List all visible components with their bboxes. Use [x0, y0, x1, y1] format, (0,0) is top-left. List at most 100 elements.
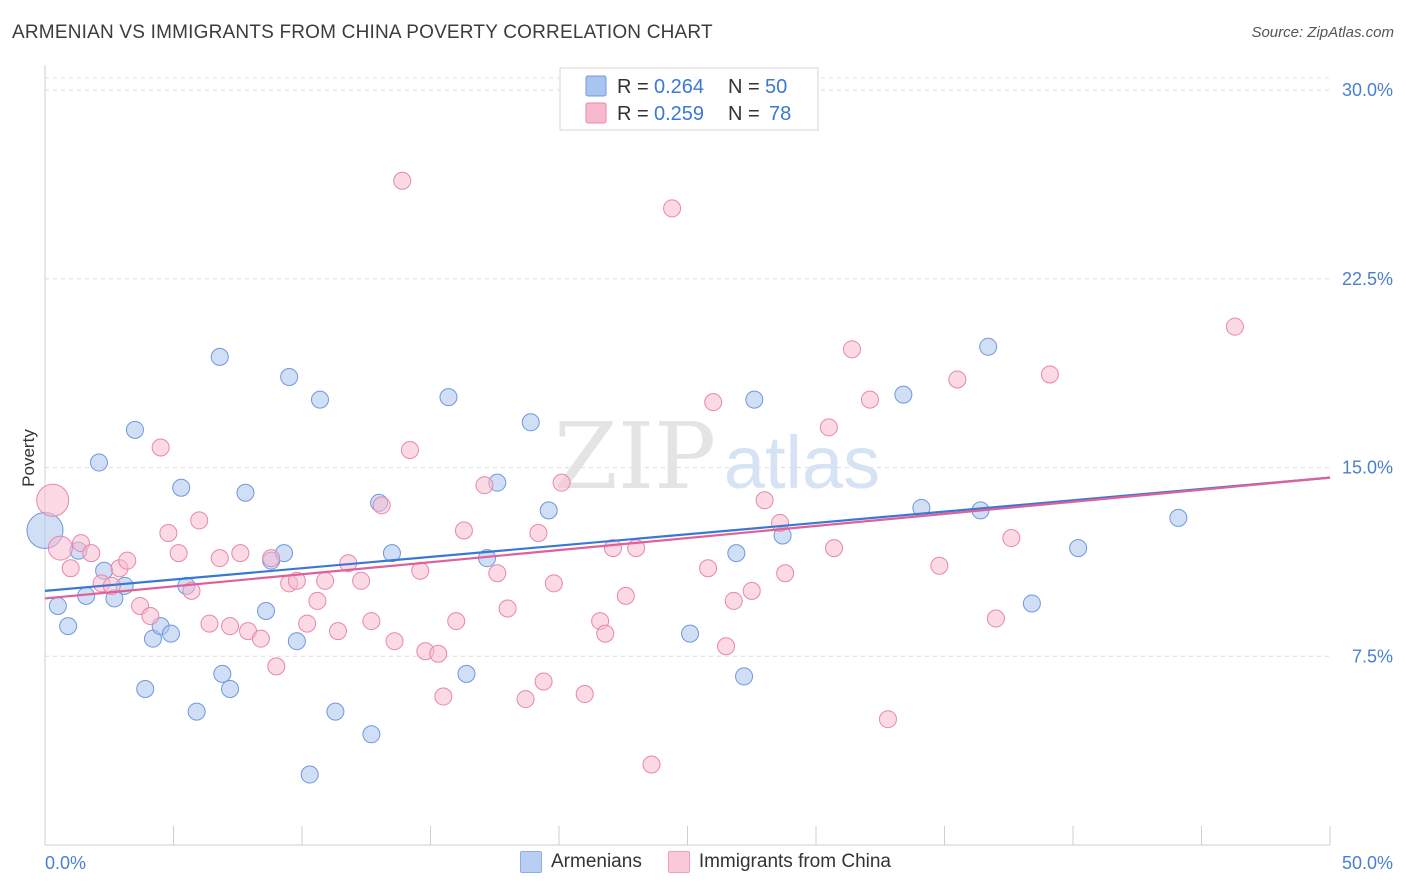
- armenians-point-36: [521, 413, 540, 432]
- legend-n-value-0: 50: [765, 76, 787, 98]
- china-point-17: [210, 549, 229, 568]
- y-tick-label-3: 30.0%: [1342, 80, 1393, 100]
- china-point-47: [529, 524, 548, 542]
- china-point-72: [930, 556, 949, 575]
- watermark: ZIP atlas: [554, 403, 880, 510]
- data-points: [26, 171, 1244, 784]
- watermark-zip: ZIP: [554, 403, 716, 510]
- armenians-point-33: [457, 664, 476, 683]
- china-point-74: [986, 609, 1005, 628]
- armenians-point-21: [257, 602, 276, 620]
- china-point-12: [159, 524, 178, 542]
- armenians-point-9: [125, 420, 144, 439]
- legend-r-label-1: R =: [617, 103, 649, 125]
- tick-labels: 7.5% 15.0% 22.5% 30.0% 0.0% 50.0%: [45, 80, 1393, 873]
- china-point-77: [1225, 317, 1244, 336]
- china-point-71: [878, 710, 897, 729]
- legend-swatch-china: [585, 102, 607, 124]
- china-point-2: [61, 559, 80, 578]
- legend-item-china: Immigrants from China: [667, 851, 891, 873]
- china-point-69: [842, 340, 861, 359]
- chart-title: ARMENIAN VS IMMIGRANTS FROM CHINA POVERT…: [12, 22, 713, 43]
- china-point-59: [699, 559, 718, 578]
- china-point-23: [267, 657, 286, 676]
- china-point-58: [663, 199, 682, 218]
- china-point-31: [352, 571, 371, 590]
- china-point-49: [544, 574, 563, 593]
- axes: [44, 65, 1331, 846]
- china-point-16: [200, 614, 219, 633]
- china-point-39: [429, 644, 448, 663]
- armenians-point-39: [727, 544, 746, 563]
- trend-lines: [44, 476, 1331, 600]
- china-point-44: [488, 564, 507, 583]
- armenians-point-38: [681, 624, 700, 643]
- china-point-64: [755, 491, 774, 510]
- armenians-point-2: [59, 617, 78, 636]
- china-point-36: [400, 440, 419, 459]
- armenians-point-37: [539, 501, 558, 520]
- china-point-46: [516, 690, 535, 709]
- legend-swatch-armenians: [585, 75, 607, 97]
- china-point-62: [724, 591, 743, 610]
- china-trend-line: [44, 476, 1331, 600]
- armenians-point-1: [48, 596, 67, 615]
- china-point-63: [742, 581, 761, 600]
- china-point-10: [141, 607, 160, 626]
- china-swatch: [667, 851, 690, 873]
- armenians-point-32: [439, 388, 458, 407]
- china-point-29: [328, 622, 347, 641]
- china-point-13: [169, 544, 188, 563]
- armenians-point-46: [979, 337, 998, 356]
- china-point-61: [717, 637, 736, 656]
- legend-n-label-1: N =: [728, 103, 760, 125]
- china-point-0: [36, 483, 70, 517]
- china-point-32: [362, 612, 381, 631]
- china-point-67: [819, 418, 838, 437]
- china-point-14: [182, 581, 201, 600]
- china-point-57: [642, 755, 661, 774]
- china-point-51: [575, 685, 594, 704]
- armenians-point-5: [89, 453, 108, 472]
- armenians-point-31: [382, 544, 401, 563]
- x-tick-label-0: 0.0%: [45, 853, 86, 873]
- armenians-point-26: [300, 765, 319, 784]
- armenians-point-13: [161, 624, 180, 643]
- legend-n-value-1: 78: [769, 103, 791, 125]
- armenians-point-16: [187, 702, 206, 721]
- china-point-42: [454, 521, 473, 540]
- legend-r-label-0: R =: [617, 76, 649, 98]
- china-point-76: [1040, 365, 1059, 384]
- armenians-point-19: [221, 680, 240, 698]
- armenians-point-18: [213, 664, 232, 683]
- armenians-legend-label: Armenians: [551, 851, 642, 872]
- watermark-atlas: atlas: [724, 421, 880, 504]
- armenians-point-41: [745, 390, 764, 409]
- china-point-26: [298, 614, 317, 633]
- armenians-point-29: [362, 725, 381, 744]
- china-point-27: [308, 591, 327, 610]
- china-point-41: [447, 612, 466, 631]
- y-tick-label-2: 22.5%: [1342, 269, 1393, 289]
- armenians-point-25: [287, 632, 306, 651]
- china-point-18: [221, 617, 240, 636]
- armenians-trend-line: [44, 476, 1331, 592]
- china-legend-label: Immigrants from China: [698, 851, 891, 872]
- armenians-point-17: [210, 347, 229, 366]
- armenians-point-27: [310, 390, 329, 409]
- china-point-60: [704, 393, 723, 412]
- armenians-point-28: [326, 702, 345, 721]
- china-point-45: [498, 599, 517, 618]
- armenians-point-14: [172, 478, 191, 497]
- china-point-1: [47, 535, 73, 561]
- china-point-55: [616, 586, 635, 605]
- y-tick-label-1: 15.0%: [1342, 458, 1393, 478]
- china-point-48: [534, 672, 553, 691]
- china-point-40: [434, 687, 453, 706]
- armenians-point-40: [735, 667, 754, 686]
- armenians-point-43: [894, 385, 913, 404]
- china-point-25: [287, 571, 306, 590]
- armenians-point-49: [1169, 508, 1188, 527]
- china-point-50: [552, 473, 571, 492]
- y-axis-label: Poverty: [19, 429, 38, 487]
